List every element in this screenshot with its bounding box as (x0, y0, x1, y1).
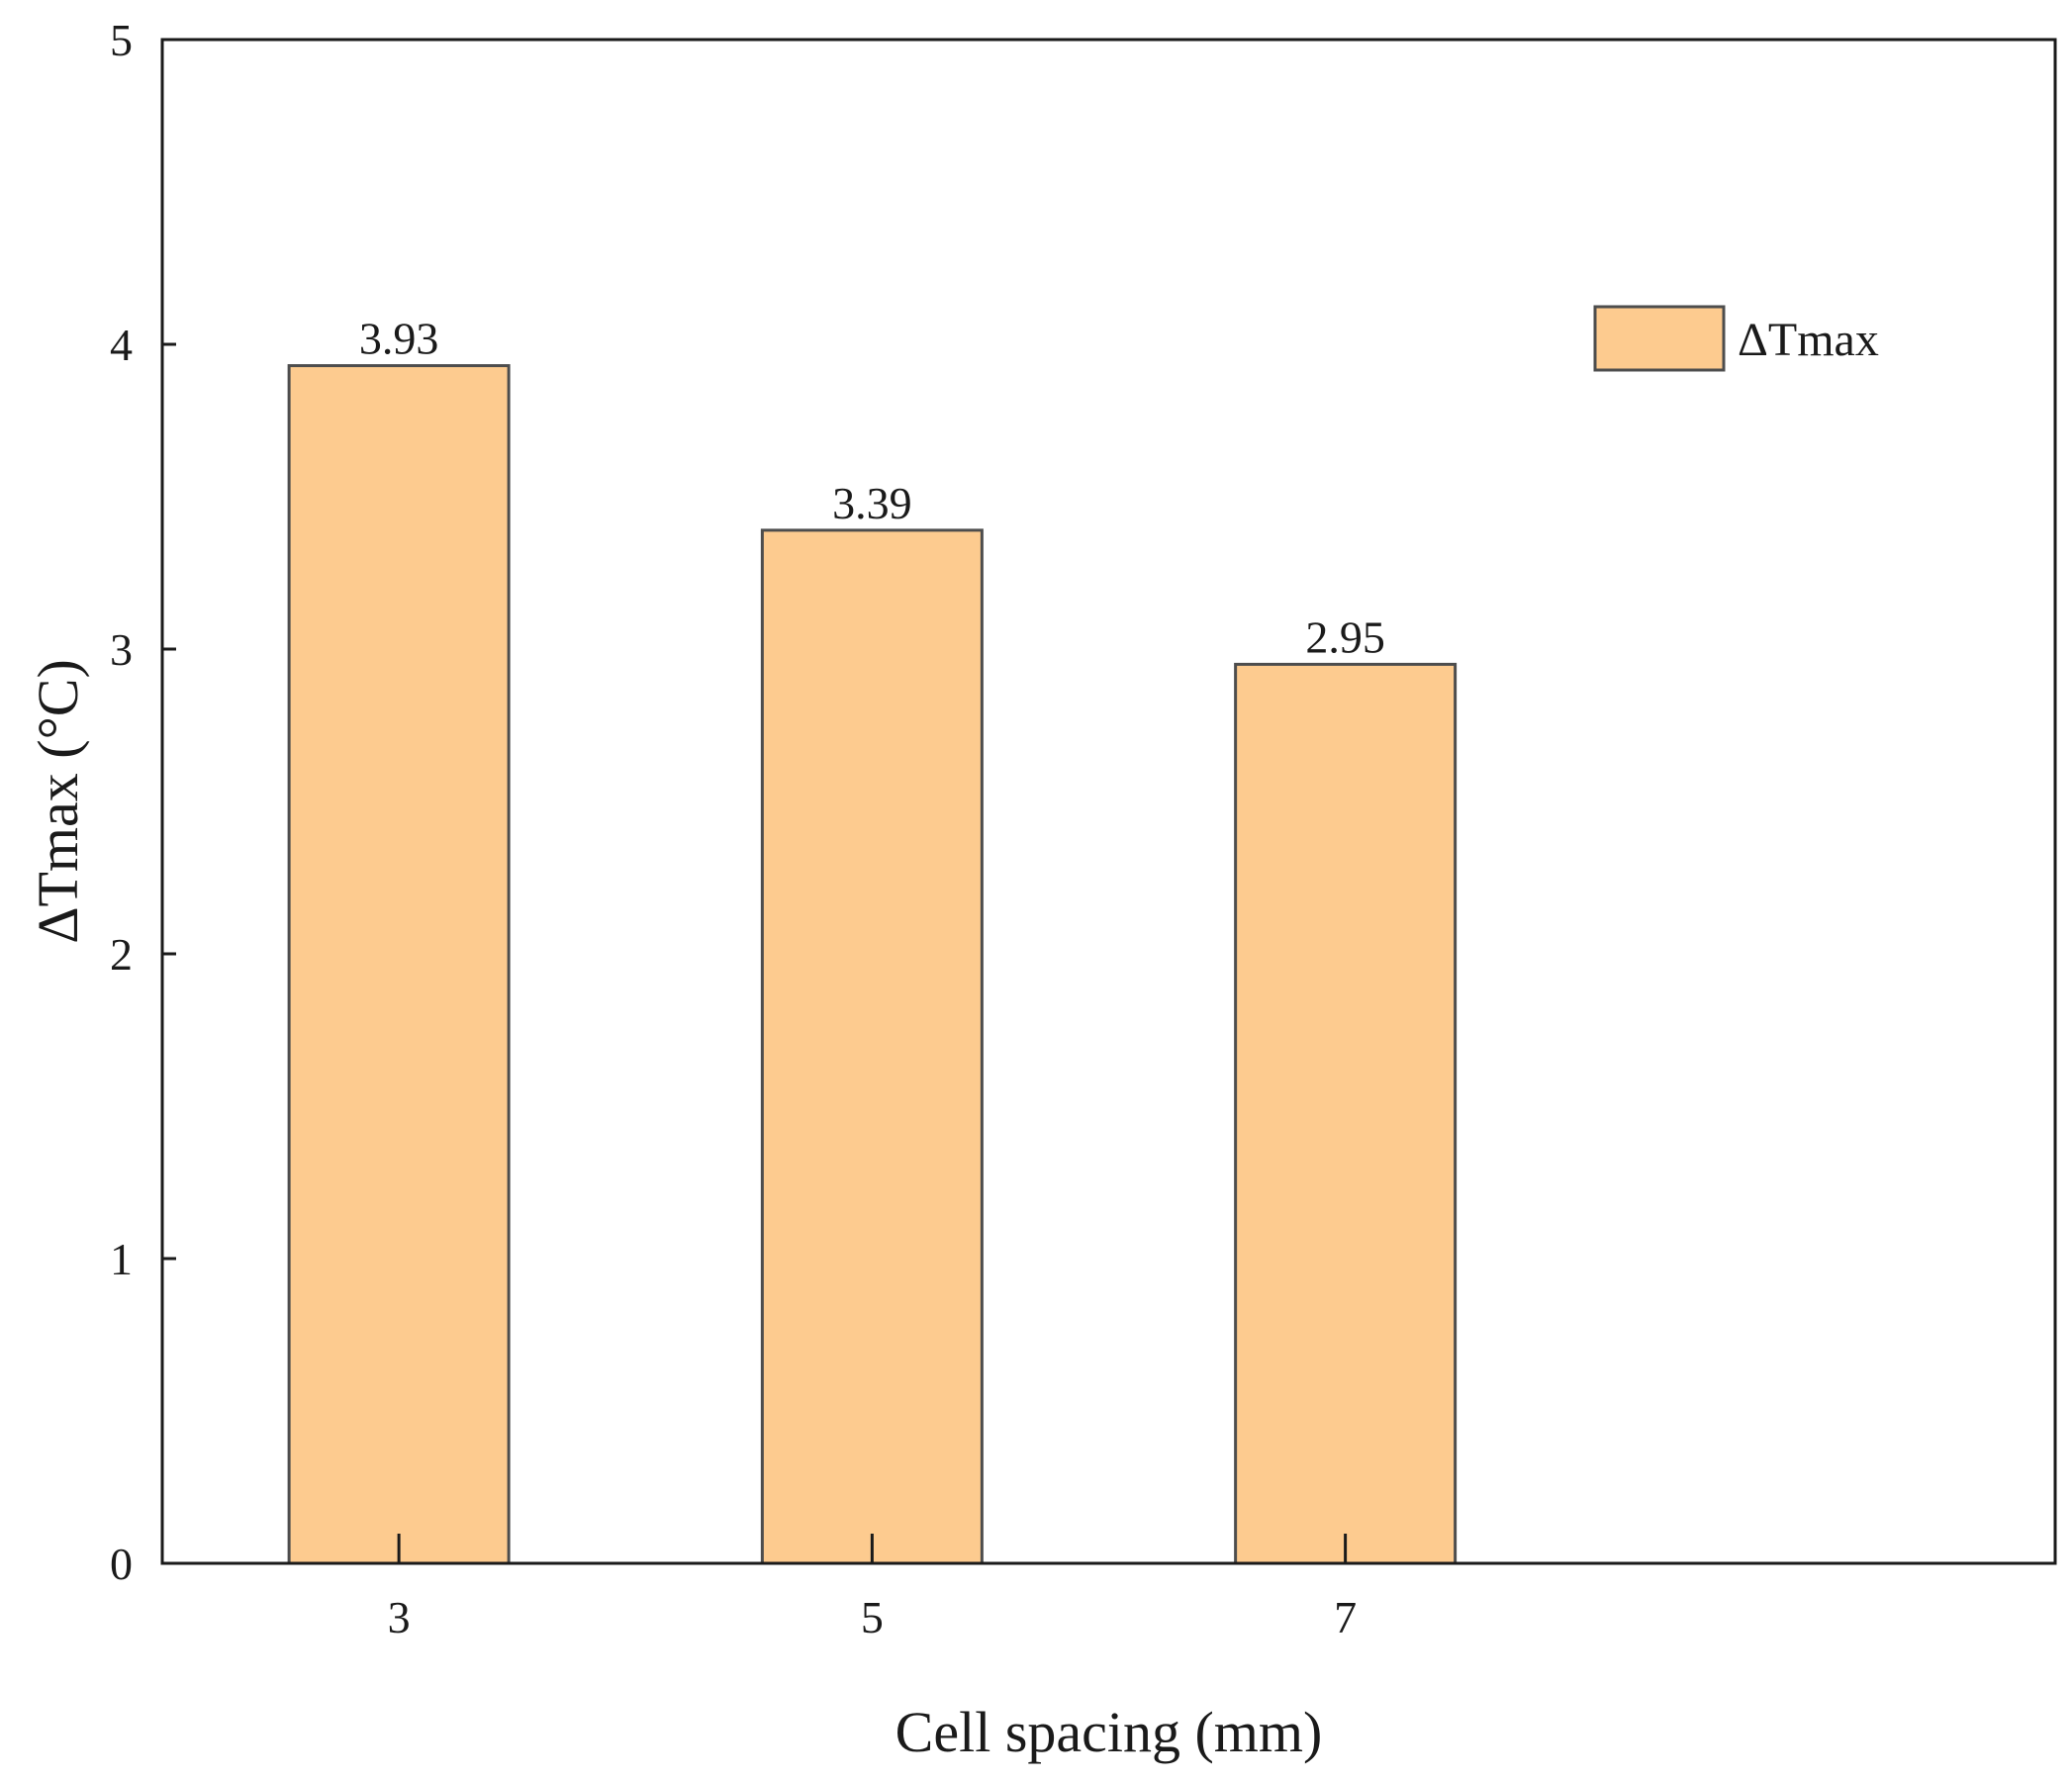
bars-group (287, 364, 1458, 1565)
y-tick-label-3: 3 (110, 624, 133, 675)
plot-frame (160, 38, 2057, 1565)
x-axis-ticks: 3 5 7 (388, 1534, 1357, 1642)
y-tick-label-2: 2 (110, 929, 133, 980)
bar-5 (760, 528, 984, 1565)
legend: ΔTmax (1593, 305, 1879, 372)
x-tick-label-5: 5 (861, 1592, 884, 1642)
bar-data-label-3: 3.93 (359, 314, 439, 364)
legend-label: ΔTmax (1738, 314, 1879, 366)
bar-data-label-5: 3.39 (832, 478, 912, 528)
y-axis-title: ΔTmax (°C) (26, 659, 90, 944)
bar-data-label-7: 2.95 (1305, 611, 1385, 662)
bar-3 (287, 364, 511, 1565)
y-tick-label-4: 4 (110, 320, 133, 370)
y-tick-label-0: 0 (110, 1539, 133, 1589)
x-tick-label-3: 3 (388, 1592, 411, 1642)
y-tick-label-5: 5 (110, 15, 133, 65)
bar-labels-group: 3.93 3.39 2.95 (359, 314, 1385, 663)
y-tick-label-1: 1 (110, 1234, 133, 1284)
legend-swatch (1593, 305, 1726, 372)
bar-7 (1234, 662, 1458, 1565)
x-tick-label-7: 7 (1334, 1592, 1357, 1642)
x-axis-title: Cell spacing (mm) (895, 1700, 1323, 1764)
y-axis-ticks: 0 1 2 3 4 5 (110, 15, 176, 1589)
